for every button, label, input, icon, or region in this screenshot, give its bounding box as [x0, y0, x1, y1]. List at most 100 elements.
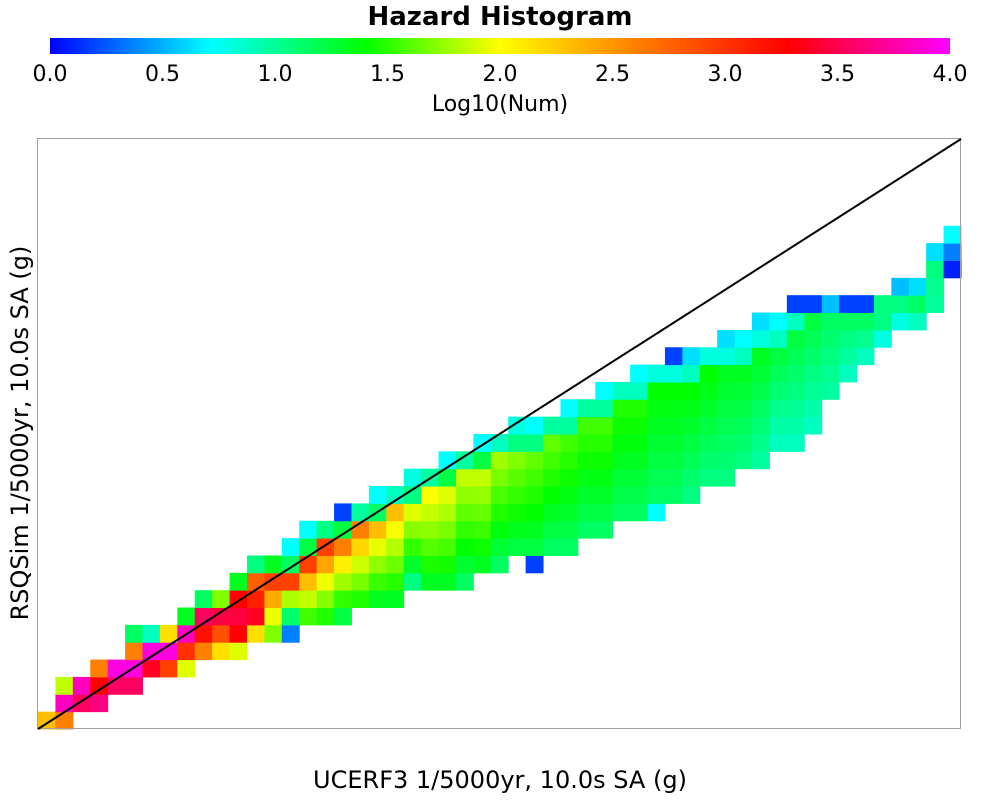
heatmap-cell — [664, 381, 683, 400]
heatmap-cell — [856, 347, 875, 366]
heatmap-cell — [525, 503, 544, 522]
heatmap-cell — [752, 312, 770, 331]
heatmap-cell — [543, 503, 561, 522]
heatmap-cell — [351, 503, 370, 522]
heatmap-cell — [421, 538, 440, 556]
heatmap-cell — [560, 486, 579, 504]
heatmap-cell — [595, 468, 614, 487]
heatmap-cell — [543, 468, 561, 487]
chart-title: Hazard Histogram — [367, 2, 633, 32]
heatmap-cell — [525, 416, 544, 435]
heatmap-cell — [299, 520, 318, 539]
heatmap-cell — [490, 434, 509, 452]
heatmap-cell — [403, 538, 422, 556]
heatmap-cell — [682, 347, 701, 366]
heatmap-cell — [229, 642, 248, 661]
heatmap-cell — [421, 555, 440, 574]
heatmap-cell — [752, 347, 770, 366]
heatmap-cell — [508, 451, 527, 470]
heatmap-cell — [769, 364, 788, 383]
heatmap-cell — [316, 555, 335, 574]
heatmap-cell — [786, 329, 805, 348]
heatmap-cell — [421, 520, 440, 539]
heatmap-cell — [943, 243, 962, 261]
heatmap-cell — [804, 364, 823, 383]
heatmap-cell — [455, 486, 474, 504]
heatmap-cell — [560, 416, 579, 435]
heatmap-cell — [490, 555, 509, 574]
heatmap-cell — [577, 451, 596, 470]
heatmap-cell — [403, 486, 422, 504]
heatmap-cell — [560, 503, 579, 522]
heatmap-cell — [769, 399, 788, 418]
heatmap-cell — [490, 538, 509, 556]
heatmap-cell — [647, 503, 666, 522]
heatmap-cell — [334, 503, 352, 522]
heatmap-cell — [717, 329, 736, 348]
heatmap-cell — [212, 642, 231, 661]
heatmap-cell — [682, 451, 701, 470]
heatmap-cell — [769, 416, 788, 435]
heatmap-cell — [299, 590, 318, 609]
heatmap-cell — [229, 624, 248, 643]
heatmap-cell — [316, 572, 335, 591]
heatmap-cell — [769, 312, 788, 331]
heatmap-cell — [595, 399, 614, 418]
heatmap-cell — [839, 347, 858, 366]
heatmap-cell — [682, 381, 701, 400]
heatmap-cell — [717, 364, 736, 383]
heatmap-cell — [664, 364, 683, 383]
heatmap-cell — [734, 347, 753, 366]
heatmap-cell — [647, 434, 666, 452]
heatmap-cell — [438, 572, 457, 591]
heatmap-cell — [664, 416, 683, 435]
heatmap-cell — [386, 538, 405, 556]
heatmap-cell — [873, 295, 892, 314]
heatmap-cell — [490, 486, 509, 504]
heatmap-cell — [752, 364, 770, 383]
heatmap-cell — [699, 468, 718, 487]
heatmap-cell — [473, 555, 492, 574]
heatmap-cell — [438, 486, 457, 504]
heatmap-cell — [351, 572, 370, 591]
heatmap-cell — [804, 399, 823, 418]
heatmap-cell — [455, 503, 474, 522]
heatmap-cell — [543, 538, 561, 556]
heatmap-cell — [177, 659, 196, 678]
heatmap-cell — [769, 329, 788, 348]
heatmap-plot — [37, 138, 962, 730]
heatmap-cell — [525, 451, 544, 470]
heatmap-cell — [595, 381, 614, 400]
heatmap-cell — [508, 520, 527, 539]
heatmap-cell — [699, 451, 718, 470]
heatmap-cell — [612, 486, 631, 504]
heatmap-cell — [769, 347, 788, 366]
heatmap-cell — [804, 312, 823, 331]
heatmap-cell — [473, 538, 492, 556]
heatmap-cell — [612, 399, 631, 418]
heatmap-cell — [699, 399, 718, 418]
heatmap-cell — [682, 486, 701, 504]
heatmap-cell — [212, 624, 231, 643]
heatmap-cell — [299, 607, 318, 626]
heatmap-cell — [229, 607, 248, 626]
heatmap-cell — [560, 520, 579, 539]
heatmap-cell — [90, 676, 109, 695]
heatmap-cell — [856, 295, 875, 314]
heatmap-cell — [786, 416, 805, 435]
heatmap-cell — [455, 555, 474, 574]
heatmap-cell — [891, 295, 910, 314]
heatmap-cell — [508, 503, 527, 522]
heatmap-cell — [769, 381, 788, 400]
heatmap-cell — [821, 295, 840, 314]
heatmap-cell — [926, 243, 945, 261]
heatmap-cell — [543, 520, 561, 539]
colorbar-tick-label: 2.0 — [482, 62, 518, 87]
colorbar-tick-label: 1.5 — [370, 62, 405, 87]
colorbar-tick-label: 3.5 — [820, 62, 855, 87]
heatmap-cell — [264, 590, 283, 609]
heatmap-cell — [438, 520, 457, 539]
heatmap-cell — [368, 486, 387, 504]
heatmap-cell — [612, 381, 631, 400]
heatmap-cell — [752, 329, 770, 348]
